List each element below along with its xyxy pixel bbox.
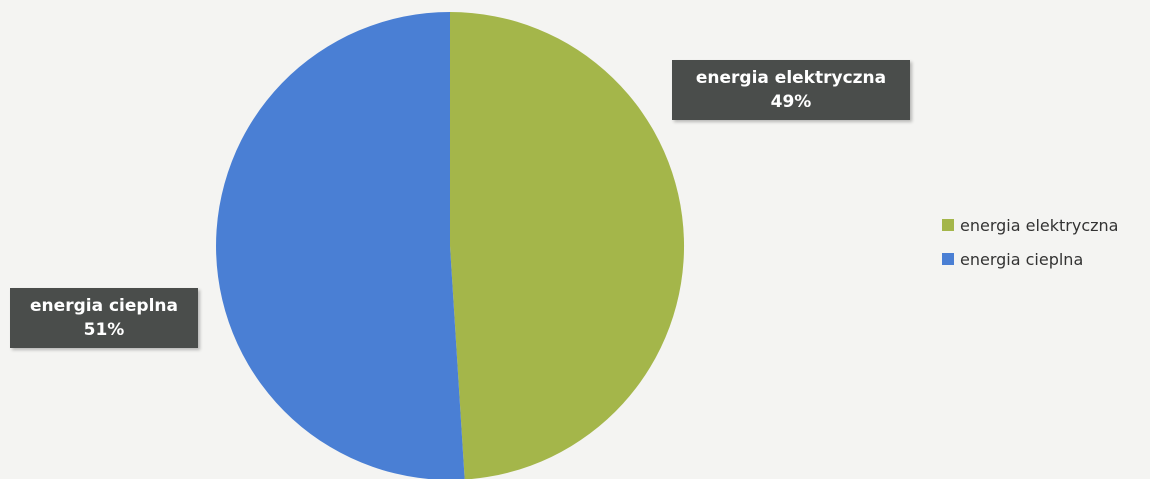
data-label-value: 51% xyxy=(83,320,125,340)
data-label-name: energia elektryczna xyxy=(695,68,887,88)
data-label-name: energia cieplna xyxy=(30,296,178,316)
data-label-energia-cieplna: energia cieplna 51% xyxy=(10,288,198,348)
legend-label: energia elektryczna xyxy=(960,215,1119,235)
pie-slice-energia-cieplna xyxy=(216,12,465,479)
legend-swatch xyxy=(942,219,954,231)
data-label-energia-elektryczna: energia elektryczna 49% xyxy=(672,60,910,120)
legend-item-energia-elektryczna: energia elektryczna xyxy=(942,213,1118,237)
legend: energia elektryczna energia cieplna xyxy=(942,213,1118,281)
legend-label: energia cieplna xyxy=(960,249,1084,269)
pie-slice-energia-elektryczna xyxy=(450,12,685,479)
legend-item-energia-cieplna: energia cieplna xyxy=(942,247,1118,271)
data-label-value: 49% xyxy=(770,92,812,112)
legend-swatch xyxy=(942,253,954,265)
